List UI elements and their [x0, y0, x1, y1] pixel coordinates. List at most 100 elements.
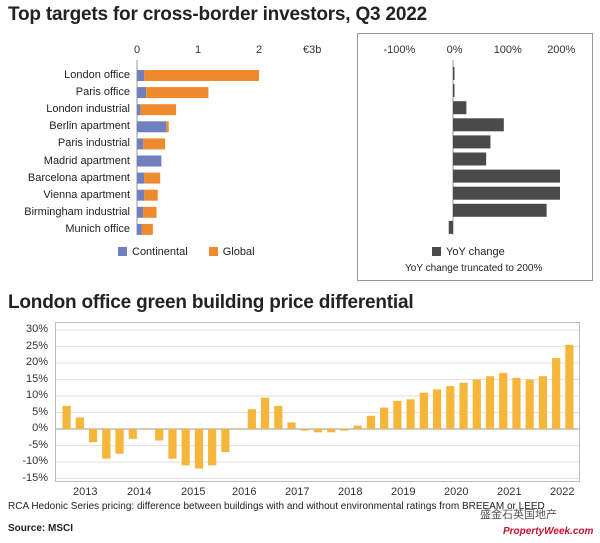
- green-premium-bar: [88, 429, 98, 443]
- green-premium-bar: [274, 405, 283, 429]
- bottom-y-tick: 0%: [32, 422, 48, 434]
- bar-continental-birmingham-industrial: [137, 206, 144, 218]
- green-premium-bar: [155, 429, 164, 441]
- green-premium-bar: [181, 429, 190, 466]
- category-label-vienna-apartment: Vienna apartment: [43, 188, 130, 201]
- bar-continental-london-industrial: [137, 104, 141, 116]
- green-premium-bar: [168, 429, 177, 459]
- yoy-bar-barcelona-apartment: [453, 169, 560, 183]
- green-premium-bar: [115, 429, 124, 454]
- bottom-x-tick: 2016: [232, 486, 257, 498]
- category-label-barcelona-apartment: Barcelona apartment: [27, 171, 130, 184]
- bottom-x-tick: 2015: [181, 486, 206, 498]
- left-x-tick: 1: [195, 44, 202, 56]
- green-premium-bar: [353, 425, 362, 429]
- bottom-y-tick: -5%: [28, 438, 48, 451]
- bottom-x-tick: 2017: [285, 486, 310, 498]
- watermark-text: 盛金石英国地产: [480, 509, 557, 521]
- green-premium-bar: [75, 417, 84, 429]
- yoy-bar-madrid-apartment: [453, 152, 487, 166]
- bottom-y-tick: -15%: [22, 471, 48, 484]
- bottom-x-tick: 2014: [127, 486, 152, 498]
- green-premium-bar: [485, 376, 495, 429]
- green-premium-bar: [327, 429, 336, 433]
- bar-continental-paris-industrial: [137, 138, 144, 150]
- green-premium-bar: [565, 344, 574, 429]
- green-premium-bar: [300, 429, 309, 431]
- brand-label: PropertyWeek.com: [503, 526, 594, 537]
- green-premium-bar: [366, 415, 376, 429]
- green-premium-bar: [393, 400, 402, 429]
- bottom-y-tick: 15%: [25, 372, 48, 385]
- bottom-y-tick: 30%: [25, 323, 48, 335]
- green-premium-bar: [141, 429, 151, 430]
- bar-continental-munich-office: [137, 223, 142, 235]
- bar-continental-paris-office: [137, 87, 147, 99]
- green-premium-bar: [287, 422, 296, 429]
- bottom-x-tick: 2018: [338, 486, 363, 498]
- source-label: Source: MSCI: [8, 523, 74, 534]
- green-premium-bar: [419, 392, 428, 429]
- bar-global-vienna-apartment: [144, 189, 158, 201]
- bottom-x-tick: 2019: [391, 486, 416, 498]
- bottom-y-tick: 5%: [32, 405, 48, 418]
- right-x-tick: 0%: [446, 44, 463, 56]
- bar-global-london-office: [144, 70, 259, 81]
- yoy-panel: [357, 33, 593, 281]
- bar-continental-london-office: [137, 70, 145, 81]
- category-label-munich-office: Munich office: [65, 222, 130, 235]
- bottom-y-tick: 20%: [25, 356, 48, 368]
- bar-continental-berlin-apartment: [137, 121, 167, 133]
- bar-global-paris-industrial: [143, 138, 166, 150]
- left-bar-chart: [136, 60, 259, 235]
- green-premium-bar: [313, 429, 323, 433]
- bottom-x-tick: 2021: [497, 486, 522, 498]
- bar-global-munich-office: [141, 223, 153, 235]
- green-premium-bar: [512, 377, 521, 429]
- bottom-x-tick: 2020: [444, 486, 469, 498]
- legend-swatch-global: [208, 247, 218, 256]
- bar-global-paris-office: [146, 87, 209, 99]
- right-x-tick: -100%: [383, 44, 416, 56]
- legend-label-global: Global: [222, 246, 255, 258]
- category-label-madrid-apartment: Madrid apartment: [43, 154, 130, 167]
- yoy-truncation-note: YoY change truncated to 200%: [405, 263, 543, 274]
- chart-title: Top targets for cross-border investors, …: [8, 4, 427, 25]
- bar-global-birmingham-industrial: [143, 206, 157, 218]
- green-premium-bar: [247, 409, 256, 429]
- category-label-birmingham-industrial: Birmingham industrial: [24, 205, 130, 218]
- left-x-tick: 2: [256, 44, 263, 56]
- bar-global-barcelona-apartment: [144, 172, 161, 184]
- green-chart-frame: [55, 322, 580, 482]
- bar-continental-vienna-apartment: [137, 189, 145, 201]
- category-label-paris-office: Paris office: [75, 86, 130, 99]
- bottom-y-tick: 25%: [25, 339, 48, 352]
- yoy-bar-munich-office: [448, 220, 453, 234]
- chart-title-2: London office green building price diffe…: [8, 292, 414, 313]
- yoy-bar-paris-industrial: [453, 135, 491, 149]
- green-premium-bar: [552, 358, 561, 429]
- yoy-bar-chart: [448, 60, 560, 235]
- green-premium-bar: [340, 429, 349, 431]
- bottom-y-tick: 10%: [25, 389, 48, 401]
- green-premium-bar: [102, 429, 111, 459]
- green-premium-bar: [499, 372, 508, 429]
- bottom-x-tick: 2022: [550, 486, 575, 498]
- green-premium-bar: [260, 397, 270, 429]
- bar-global-berlin-apartment: [166, 121, 169, 133]
- yoy-bar-birmingham-industrial: [453, 203, 547, 217]
- unit-label: €3b: [303, 44, 322, 56]
- green-premium-bar: [406, 399, 415, 429]
- category-label-paris-industrial: Paris industrial: [57, 137, 130, 150]
- yoy-bar-paris-office: [453, 84, 455, 98]
- green-premium-bar: [525, 379, 534, 429]
- yoy-bar-london-industrial: [453, 101, 467, 115]
- legend-label-yoy: YoY change: [446, 246, 505, 258]
- chart-footnote: RCA Hedonic Series pricing: difference b…: [8, 501, 545, 512]
- yoy-bar-berlin-apartment: [453, 118, 504, 132]
- legend-swatch-yoy: [432, 247, 441, 256]
- left-x-tick: 0: [134, 44, 141, 56]
- left-x-ticks: 0 1 2: [0, 44, 600, 58]
- category-label-london-industrial: London industrial: [46, 103, 130, 116]
- right-x-tick: 100%: [493, 44, 522, 56]
